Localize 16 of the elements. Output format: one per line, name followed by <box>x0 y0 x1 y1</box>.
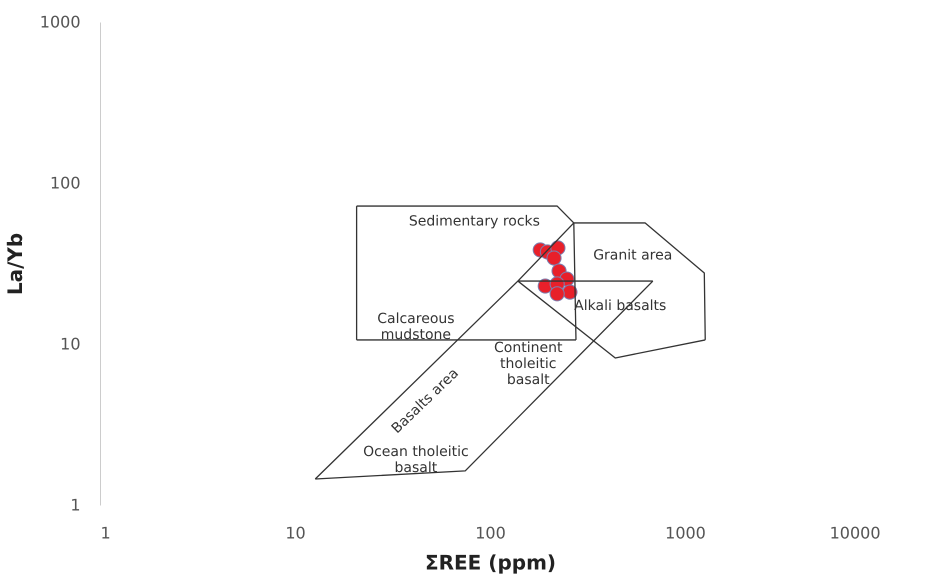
x-axis-title: ΣREE (ppm) <box>424 550 556 574</box>
y-tick-label: 10 <box>60 334 80 354</box>
y-tick-label: 1 <box>70 496 80 514</box>
annotation: Sedimentary rocks <box>408 213 540 230</box>
x-tick-label: 10000 <box>830 524 880 542</box>
annotation: Ocean tholeitic basalt <box>363 444 469 476</box>
annotation: Calcareous mudstone <box>377 311 455 344</box>
y-axis-title: La/Yb <box>2 232 27 296</box>
y-tick-label: 1000 <box>40 12 80 32</box>
x-tick-label: 1000 <box>665 524 706 542</box>
annotation: Continent tholeitic basalt <box>494 340 563 388</box>
x-tick-label: 1 <box>100 524 111 542</box>
x-tick-label: 10 <box>285 524 306 542</box>
y-tick-label: 100 <box>50 174 80 192</box>
annotation: Granit area <box>593 247 672 264</box>
x-tick-label: 100 <box>475 524 506 542</box>
